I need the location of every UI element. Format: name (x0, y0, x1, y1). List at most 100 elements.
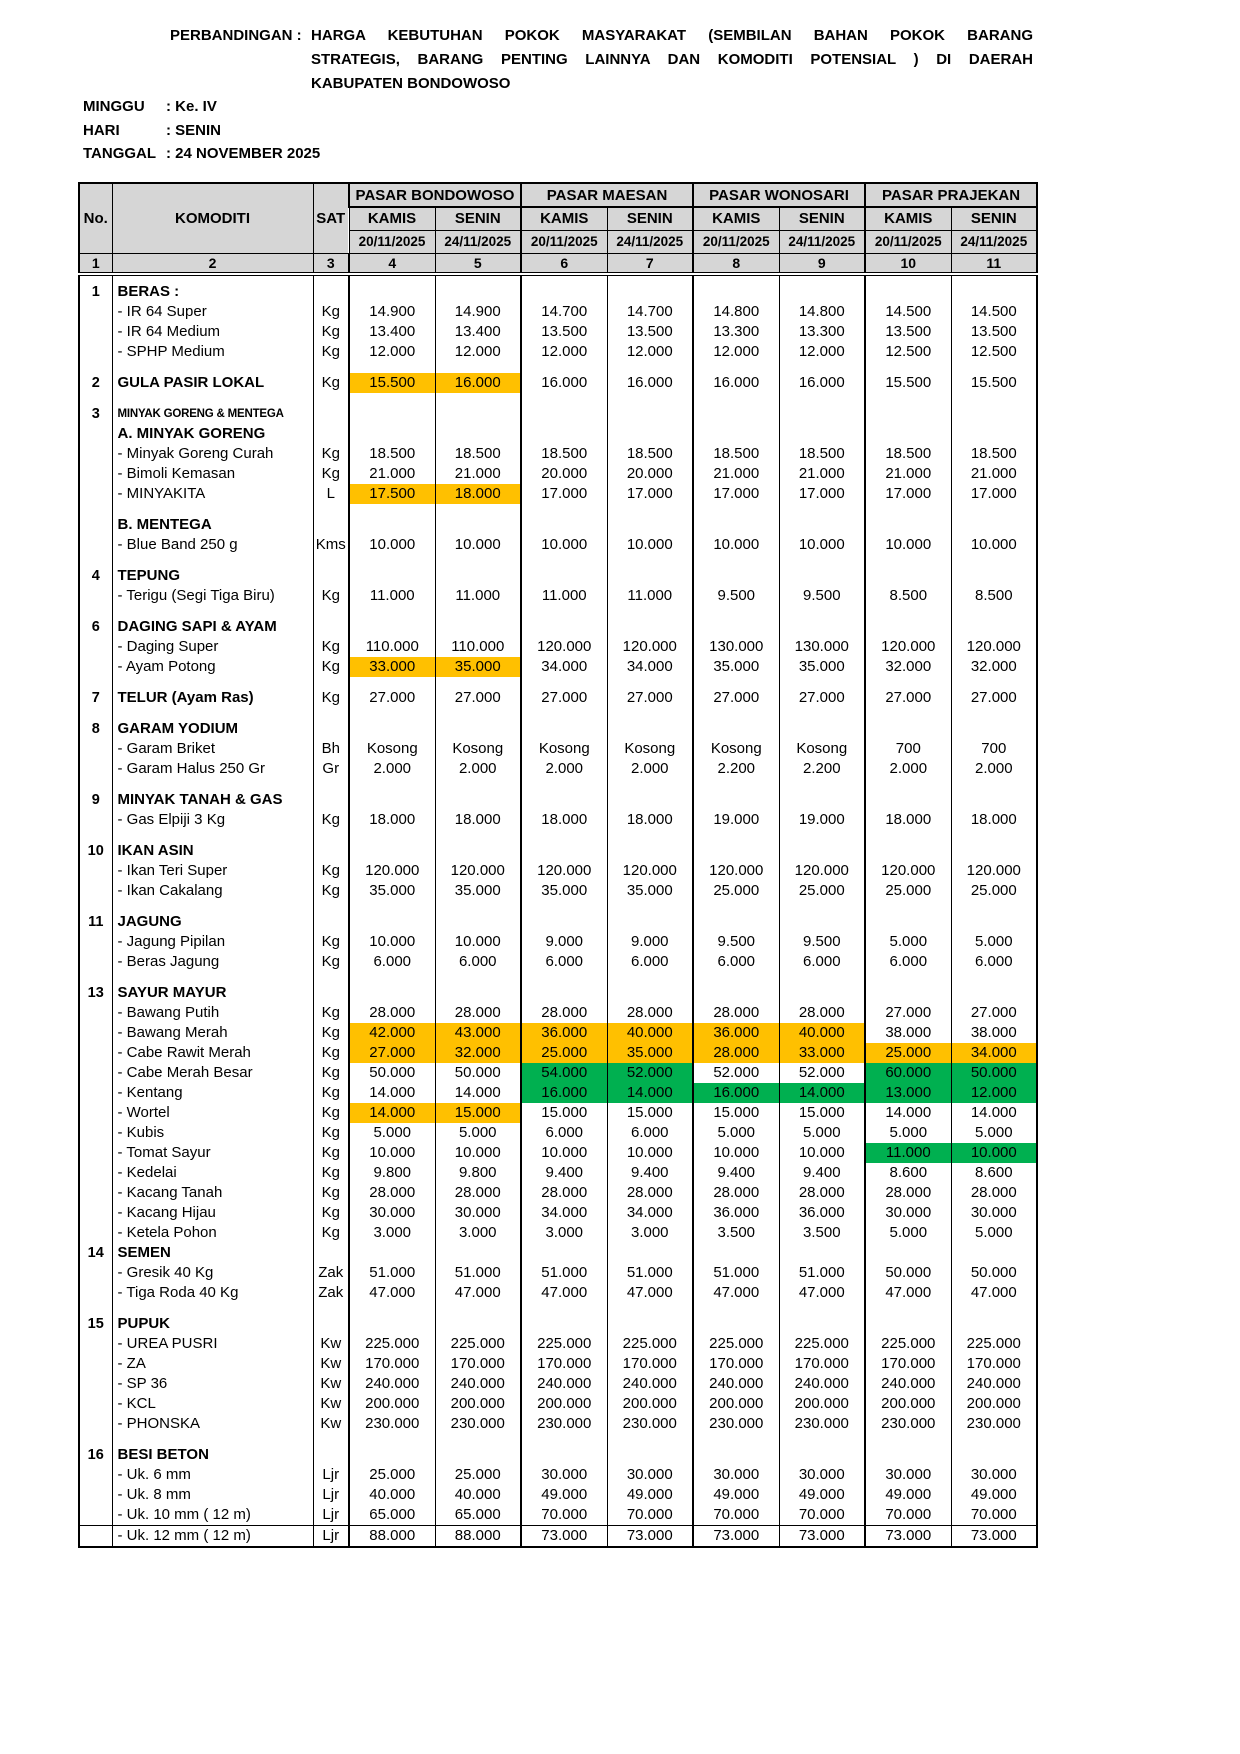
price-cell: 51.000 (606, 1263, 695, 1283)
price-cell: 5.000 (348, 1123, 436, 1143)
price-cell (348, 912, 436, 932)
price-cell: 10.000 (434, 1143, 522, 1163)
commodity-label: - Cabe Merah Besar (111, 1063, 314, 1083)
price-cell: 9.500 (778, 932, 867, 952)
row-number-cell (78, 504, 113, 515)
commodity-row: - Terigu (Segi Tiga Biru) Kg 11.000 11.000 1… (78, 586, 1038, 606)
price-cell: 10.000 (692, 535, 780, 555)
price-cell: 6.000 (434, 952, 522, 972)
commodity-row: - Kedelai Kg 9.800 9.800 9.400 9.400 9.400 9.40… (78, 1163, 1038, 1183)
commodity-row: - Gresik 40 Kg Zak 51.000 51.000 51.000 51.00… (78, 1263, 1038, 1283)
date-header-row: 20/11/2025 24/11/2025 20/11/2025 24/11/2… (79, 229, 1038, 254)
price-cell: 36.000 (778, 1203, 867, 1223)
price-cell: 36.000 (692, 1203, 780, 1223)
price-cell (348, 1434, 436, 1445)
price-cell: 35.000 (606, 881, 695, 901)
price-cell (606, 719, 695, 739)
price-cell: 70.000 (864, 1505, 952, 1526)
unit-cell: Kg (312, 1023, 350, 1043)
price-cell: 35.000 (348, 881, 436, 901)
price-cell: 170.000 (778, 1354, 867, 1374)
price-cell: 18.500 (520, 444, 608, 464)
price-cell (348, 719, 436, 739)
section-row: 16 BESI BETON (78, 1445, 1038, 1465)
row-number-cell (78, 515, 113, 535)
market-header-wonosari: PASAR WONOSARI (692, 182, 867, 208)
price-cell (434, 983, 522, 1003)
price-cell: 225.000 (864, 1334, 952, 1354)
price-cell (692, 1303, 780, 1314)
price-cell: 120.000 (692, 861, 780, 881)
price-cell: 10.000 (606, 535, 695, 555)
price-cell: 13.000 (864, 1083, 952, 1103)
price-cell: 240.000 (606, 1374, 695, 1394)
price-cell (434, 606, 522, 617)
price-cell: 18.500 (692, 444, 780, 464)
price-cell: 20.000 (520, 464, 608, 484)
commodity-label: - Garam Briket (111, 739, 314, 759)
price-cell (950, 566, 1038, 586)
commodity-label: - Tomat Sayur (111, 1143, 314, 1163)
price-cell (520, 901, 608, 912)
spacer-row (78, 972, 1038, 983)
row-number-cell: 11 (78, 912, 113, 932)
price-cell (434, 1243, 522, 1263)
price-cell (520, 393, 608, 404)
row-number-cell (78, 830, 113, 841)
commodity-label: - UREA PUSRI (111, 1334, 314, 1354)
price-cell: 30.000 (950, 1203, 1038, 1223)
price-cell: 52.000 (778, 1063, 867, 1083)
price-cell: 43.000 (434, 1023, 522, 1043)
unit-cell (312, 282, 350, 302)
price-cell: 9.500 (778, 586, 867, 606)
price-cell (606, 424, 695, 444)
commodity-row: - ZA Kw 170.000 170.000 170.000 170.000 170.00… (78, 1354, 1038, 1374)
commodity-row: - Blue Band 250 g Kms 10.000 10.000 10.000 10… (78, 535, 1038, 555)
commodity-label: - Ayam Potong (111, 657, 314, 677)
price-cell: 10.000 (348, 1143, 436, 1163)
price-cell (606, 606, 695, 617)
commodity-label: - SPHP Medium (111, 342, 314, 362)
price-cell (864, 901, 952, 912)
spacer-row (78, 677, 1038, 688)
row-number-cell (78, 1103, 113, 1123)
unit-cell: Kg (312, 444, 350, 464)
price-cell (692, 424, 780, 444)
commodity-label: - ZA (111, 1354, 314, 1374)
price-cell (692, 282, 780, 302)
price-cell: 21.000 (778, 464, 867, 484)
price-cell: 47.000 (434, 1283, 522, 1303)
commodity-row: - Jagung Pipilan Kg 10.000 10.000 9.000 9.000… (78, 932, 1038, 952)
commodity-label: - Uk. 12 mm ( 12 m) (111, 1525, 314, 1547)
price-cell: 225.000 (950, 1334, 1038, 1354)
price-cell (434, 912, 522, 932)
price-cell: 17.000 (692, 484, 780, 504)
unit-cell: Kg (312, 1123, 350, 1143)
price-cell: 11.000 (434, 586, 522, 606)
price-cell: 9.000 (520, 932, 608, 952)
price-cell: 12.000 (434, 342, 522, 362)
row-number-cell (78, 1143, 113, 1163)
price-cell (348, 708, 436, 719)
unit-cell (312, 983, 350, 1003)
price-cell: 18.500 (950, 444, 1038, 464)
unit-cell: Kg (312, 1083, 350, 1103)
price-cell: 18.500 (778, 444, 867, 464)
price-cell (520, 1243, 608, 1263)
price-cell (348, 274, 436, 282)
price-cell: 16.000 (778, 373, 867, 393)
price-cell: 10.000 (950, 535, 1038, 555)
commodity-label: - KCL (111, 1394, 314, 1414)
unit-cell (312, 515, 350, 535)
unit-cell: Bh (312, 739, 350, 759)
unit-cell: L (312, 484, 350, 504)
price-cell: 28.000 (434, 1003, 522, 1023)
price-cell: 200.000 (692, 1394, 780, 1414)
price-cell: 14.000 (778, 1083, 867, 1103)
price-cell (692, 779, 780, 790)
price-cell (864, 719, 952, 739)
price-cell: 6.000 (348, 952, 436, 972)
price-cell: 225.000 (778, 1334, 867, 1354)
row-number-cell: 4 (78, 566, 113, 586)
